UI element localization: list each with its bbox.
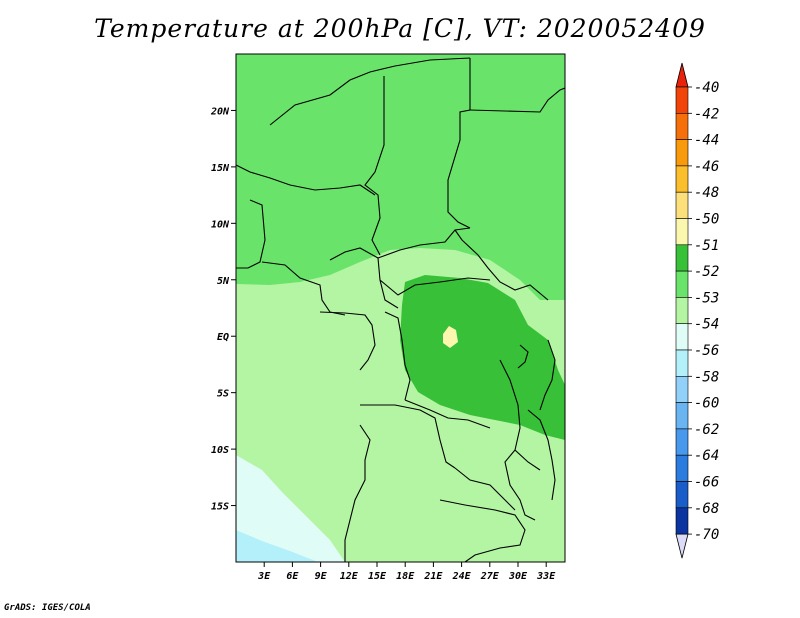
- colorbar-segment: [675, 402, 689, 430]
- border-line: [360, 404, 456, 469]
- colorbar: -40 -42 -44 -46 -48 -50 -51 -52 -53 -54 -56 -58 -60 -…: [675, 62, 719, 559]
- colorbar-segment: [675, 86, 689, 114]
- region-band-51-spot: [443, 326, 458, 348]
- border-line: [379, 277, 491, 296]
- colorbar-label: -53: [694, 290, 719, 306]
- lat-tick-label: 5S: [217, 389, 229, 400]
- border-line: [364, 76, 385, 256]
- lon-tick-label: 6E: [286, 571, 299, 582]
- colorbar-label: -50: [694, 212, 719, 228]
- lon-tick-label: 9E: [315, 571, 328, 582]
- colorbar-bottom-triangle: [675, 533, 689, 559]
- colorbar-label: -66: [694, 475, 719, 491]
- colorbar-label: -42: [694, 106, 719, 122]
- colorbar-segment: [675, 481, 689, 509]
- colorbar-segment: [675, 218, 689, 246]
- colorbar-label: -54: [694, 317, 719, 333]
- colorbar-segment: [675, 191, 689, 219]
- lon-tick-label: 15E: [368, 571, 387, 582]
- lat-tick-label: 20N: [210, 106, 230, 117]
- colorbar-label: -64: [694, 448, 719, 464]
- lat-tick-label: 5N: [217, 276, 230, 287]
- border-line: [377, 227, 471, 259]
- border-line: [439, 499, 526, 562]
- colorbar-segment: [675, 428, 689, 456]
- colorbar-label: -70: [694, 527, 719, 543]
- border-line: [527, 409, 556, 501]
- border-line: [469, 87, 565, 113]
- border-line: [447, 58, 471, 229]
- lon-tick-label: 30E: [508, 571, 528, 582]
- border-line: [404, 399, 491, 429]
- colorbar-label: -40: [694, 80, 719, 96]
- colorbar-label: -48: [694, 185, 719, 201]
- colorbar-label: -56: [694, 343, 719, 359]
- lat-tick-label: 10N: [211, 219, 230, 230]
- region-band-53-north: [236, 54, 565, 300]
- lat-tick-label: EQ: [217, 332, 229, 343]
- colorbar-top-triangle: [675, 62, 689, 88]
- longitude-axis: 3E 6E 9E 12E 15E 18E 21E 24E 27E 30E 33E: [257, 562, 556, 582]
- colorbar-segment: [675, 297, 689, 324]
- colorbar-segment: [675, 323, 689, 351]
- map-area: [236, 54, 565, 562]
- region-band-52-congo: [400, 275, 565, 440]
- colorbar-label: -60: [694, 396, 719, 412]
- colorbar-segment: [675, 113, 689, 140]
- colorbar-label: -46: [694, 159, 719, 175]
- border-line: [319, 311, 376, 371]
- colorbar-label: -44: [694, 133, 719, 149]
- region-band-58-corner: [236, 530, 318, 562]
- latitude-axis: 20N 15N 10N 5N EQ 5S 10S 15S: [210, 106, 236, 513]
- border-line: [504, 449, 536, 521]
- border-line: [499, 359, 541, 471]
- lon-tick-label: 24E: [452, 571, 472, 582]
- lon-tick-label: 12E: [340, 571, 359, 582]
- region-band-56-southwest: [236, 455, 345, 562]
- colorbar-segment: [675, 454, 689, 482]
- colorbar-segment: [675, 165, 689, 193]
- plot-title: Temperature at 200hPa [C], VT: 202005240…: [94, 14, 706, 43]
- colorbar-segment: [675, 244, 689, 272]
- colorbar-segment: [675, 349, 689, 377]
- border-line: [269, 57, 471, 126]
- lat-tick-label: 15N: [211, 163, 230, 174]
- colorbar-segment: [675, 507, 689, 535]
- lon-tick-label: 27E: [480, 571, 500, 582]
- colorbar-segment: [675, 375, 689, 403]
- colorbar-segment: [675, 139, 689, 167]
- lon-tick-label: 18E: [396, 571, 415, 582]
- colorbar-label: -58: [694, 369, 719, 385]
- border-line: [236, 199, 266, 269]
- grads-credit: GrADS: IGES/COLA: [4, 603, 91, 613]
- colorbar-label: -52: [694, 264, 719, 280]
- colorbar-label: -68: [694, 501, 719, 517]
- colorbar-label: -62: [694, 422, 719, 438]
- colorbar-label: -51: [694, 238, 719, 254]
- lon-tick-label: 21E: [423, 571, 443, 582]
- border-line: [454, 229, 549, 301]
- colorbar-segment: [675, 270, 689, 298]
- border-line: [236, 164, 376, 196]
- border-line: [344, 424, 371, 562]
- lat-tick-label: 10S: [211, 445, 229, 456]
- border-line: [384, 311, 411, 401]
- country-borders: [236, 57, 565, 562]
- border-line: [539, 339, 556, 411]
- lon-tick-label: 33E: [536, 571, 556, 582]
- border-line: [517, 344, 529, 369]
- border-line: [454, 467, 516, 511]
- lat-tick-label: 15S: [211, 502, 229, 513]
- map-frame: [235, 53, 566, 563]
- lon-tick-label: 3E: [257, 571, 271, 582]
